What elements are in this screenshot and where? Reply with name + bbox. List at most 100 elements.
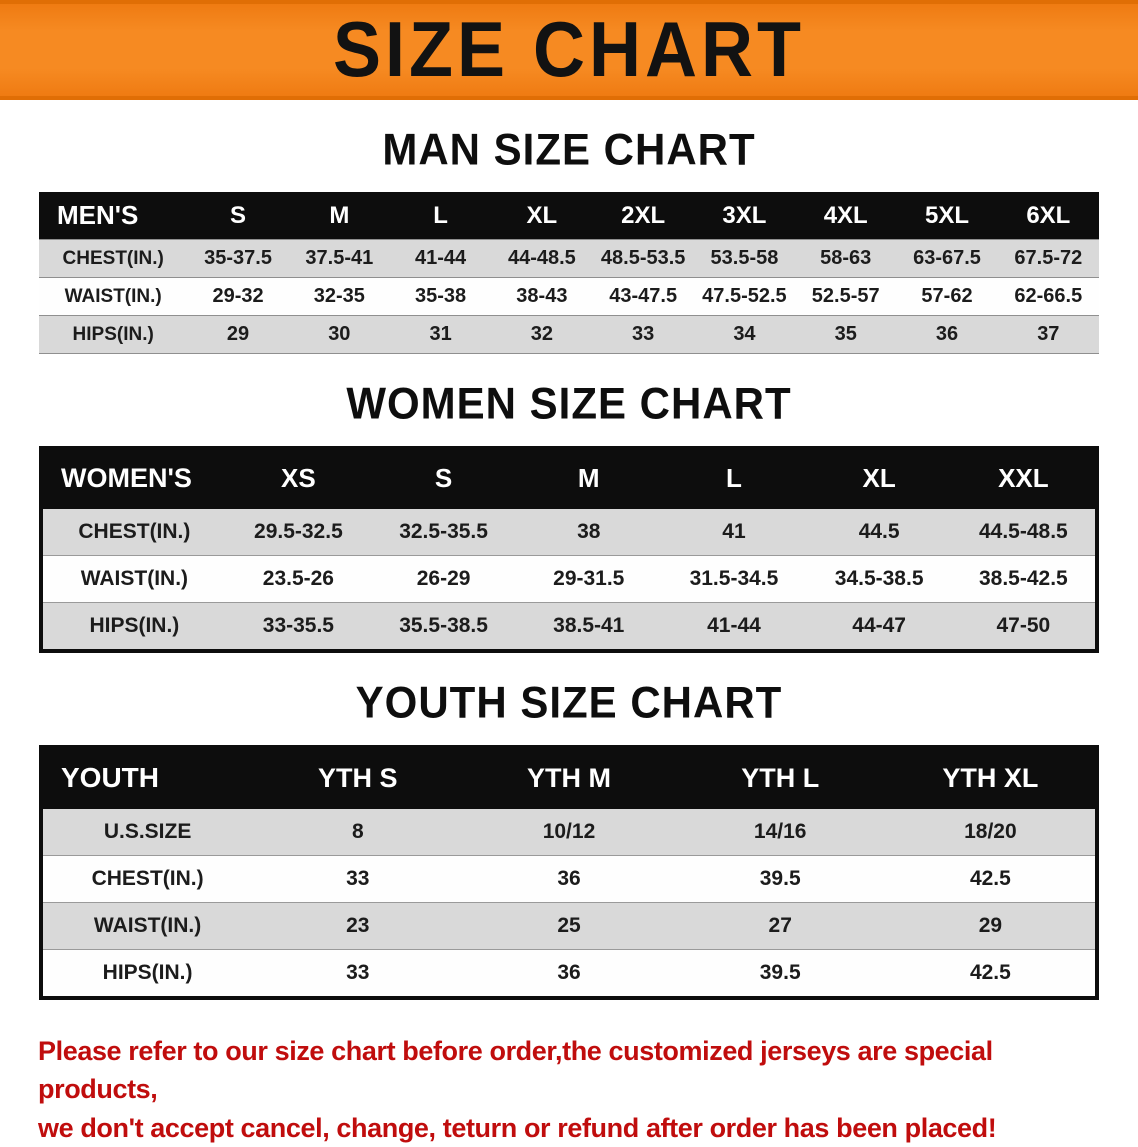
- size-value: 18/20: [964, 820, 1017, 843]
- size-value: 36: [557, 961, 581, 984]
- size-value: 34: [733, 323, 756, 345]
- size-value: 38: [577, 520, 601, 543]
- table-body: CHEST(IN.) 29.5-32.5 32.5-35.5 38 41 44.5 44.5…: [41, 508, 1097, 651]
- men-section-heading: MAN SIZE CHART: [382, 124, 756, 175]
- youth-section: YOUTH SIZE CHART YOUTH YTH S YTH M YTH L YTH…: [0, 677, 1138, 1000]
- measurement-row-label: HIPS(IN.): [89, 614, 180, 637]
- size-value: 38.5-42.5: [978, 567, 1068, 590]
- size-value: 67.5-72: [1014, 247, 1083, 269]
- size-column-header: XL: [491, 192, 593, 240]
- size-column-header: 6XL: [997, 192, 1099, 240]
- size-value: 37: [1037, 323, 1060, 345]
- size-value: 42.5: [969, 961, 1011, 984]
- men-size-table: MEN'S S M L XL 2XL 3XL 4XL 5XL 6XL CHEST(IN.) 35-37…: [39, 192, 1099, 354]
- size-value: 29.5-32.5: [254, 520, 343, 543]
- size-value: 33: [632, 323, 655, 345]
- size-value: 35-38: [415, 285, 467, 307]
- table-corner-label: YOUTH: [41, 747, 253, 809]
- measurement-row-label: WAIST(IN.): [64, 285, 162, 307]
- size-value: 27: [768, 914, 792, 937]
- size-value: 34.5-38.5: [834, 567, 924, 590]
- size-value: 63-67.5: [913, 247, 981, 269]
- size-column-header: 4XL: [795, 192, 897, 240]
- measurement-row-label: CHEST(IN.): [62, 247, 164, 269]
- banner: SIZE CHART: [0, 0, 1138, 100]
- size-column-header: M: [516, 448, 662, 509]
- size-value: 35-37.5: [204, 247, 272, 269]
- measurement-row-label: HIPS(IN.): [102, 961, 193, 984]
- size-value: 48.5-53.5: [600, 247, 686, 269]
- size-value: 31.5-34.5: [689, 567, 779, 590]
- size-value: 44.5-48.5: [978, 520, 1068, 543]
- size-value: 30: [328, 323, 351, 345]
- size-value: 41: [722, 520, 746, 543]
- youth-section-heading: YOUTH SIZE CHART: [355, 677, 783, 728]
- table-row: CHEST(IN.) 29.5-32.5 32.5-35.5 38 41 44.5 44.5…: [41, 508, 1097, 556]
- table-row: CHEST(IN.) 35-37.5 37.5-41 41-44 44-48.5 48.5…: [39, 239, 1099, 278]
- women-size-table: WOMEN'S XS S M L XL XXL CHEST(IN.) 29.5-32.5 32.5…: [39, 446, 1099, 653]
- size-value: 14/16: [753, 820, 807, 843]
- table-row: U.S.SIZE 8 10/12 14/16 18/20: [41, 808, 1097, 856]
- size-value: 53.5-58: [710, 247, 779, 269]
- measurement-row-label: HIPS(IN.): [72, 323, 154, 345]
- table-header-row: WOMEN'S XS S M L XL XXL: [41, 448, 1097, 509]
- size-value: 42.5: [969, 867, 1011, 890]
- table-corner-label: MEN'S: [39, 192, 188, 240]
- size-value: 47-50: [996, 614, 1051, 637]
- table-row: HIPS(IN.) 29 30 31 32 33 34 35 36 37: [39, 315, 1099, 354]
- table-corner-label: WOMEN'S: [41, 448, 226, 509]
- size-value: 37.5-41: [305, 247, 374, 269]
- size-column-header: YTH XL: [885, 747, 1097, 809]
- size-value: 39.5: [759, 867, 801, 890]
- women-table-wrap: WOMEN'S XS S M L XL XXL CHEST(IN.) 29.5-32.5 32.5…: [39, 446, 1099, 653]
- table-body: U.S.SIZE 8 10/12 14/16 18/20 CHEST(IN.) 33 36 39…: [41, 808, 1097, 998]
- table-row: WAIST(IN.) 23.5-26 26-29 29-31.5 31.5-34.5 34…: [41, 555, 1097, 603]
- size-value: 39.5: [759, 961, 801, 984]
- size-value: 29: [978, 914, 1003, 937]
- size-value: 36: [935, 323, 959, 345]
- measurement-row-label: WAIST(IN.): [80, 567, 189, 590]
- size-column-header: 2XL: [592, 192, 694, 240]
- size-value: 35: [834, 323, 857, 345]
- size-value: 44.5: [858, 520, 900, 543]
- size-value: 44-47: [852, 614, 906, 637]
- table-header-row-group: YOUTH YTH S YTH M YTH L YTH XL: [41, 747, 1097, 809]
- size-value: 23.5-26: [262, 567, 334, 590]
- size-value: 38.5-41: [553, 614, 625, 637]
- table-row: HIPS(IN.) 33 36 39.5 42.5: [41, 949, 1097, 998]
- size-value: 47.5-52.5: [702, 285, 787, 307]
- size-value: 8: [351, 820, 364, 843]
- table-row: WAIST(IN.) 23 25 27 29: [41, 902, 1097, 950]
- size-column-header: YTH L: [674, 747, 886, 809]
- size-value: 33-35.5: [262, 614, 334, 637]
- size-column-header: L: [389, 192, 492, 240]
- size-column-header: YTH M: [463, 747, 675, 809]
- size-value: 38-43: [516, 285, 568, 307]
- size-column-header: 5XL: [896, 192, 998, 240]
- size-value: 44-48.5: [507, 247, 576, 269]
- size-value: 23: [346, 914, 370, 937]
- size-value: 52.5-57: [811, 285, 880, 307]
- size-value: 26-29: [416, 567, 471, 590]
- size-column-header: L: [661, 448, 807, 509]
- disclaimer: Please refer to our size chart before or…: [38, 1032, 1100, 1147]
- size-value: 31: [429, 323, 452, 345]
- table-header-row-group: WOMEN'S XS S M L XL XXL: [41, 448, 1097, 509]
- size-column-header: XXL: [951, 448, 1097, 509]
- size-value: 43-47.5: [609, 285, 678, 307]
- youth-size-table: YOUTH YTH S YTH M YTH L YTH XL U.S.SIZE 8 10/12…: [39, 745, 1099, 1000]
- table-row: HIPS(IN.) 33-35.5 35.5-38.5 38.5-41 41-44 44-…: [41, 602, 1097, 651]
- measurement-row-label: CHEST(IN.): [78, 520, 191, 543]
- table-row: CHEST(IN.) 33 36 39.5 42.5: [41, 855, 1097, 903]
- size-value: 29: [226, 323, 250, 345]
- size-value: 10/12: [542, 820, 596, 843]
- size-column-header: S: [187, 192, 289, 240]
- size-value: 33: [346, 867, 370, 890]
- size-value: 35.5-38.5: [399, 614, 488, 637]
- page-title: SIZE CHART: [333, 6, 805, 94]
- size-value: 32.5-35.5: [399, 520, 488, 543]
- size-column-header: M: [288, 192, 390, 240]
- size-column-header: YTH S: [252, 747, 464, 809]
- size-value: 33: [346, 961, 370, 984]
